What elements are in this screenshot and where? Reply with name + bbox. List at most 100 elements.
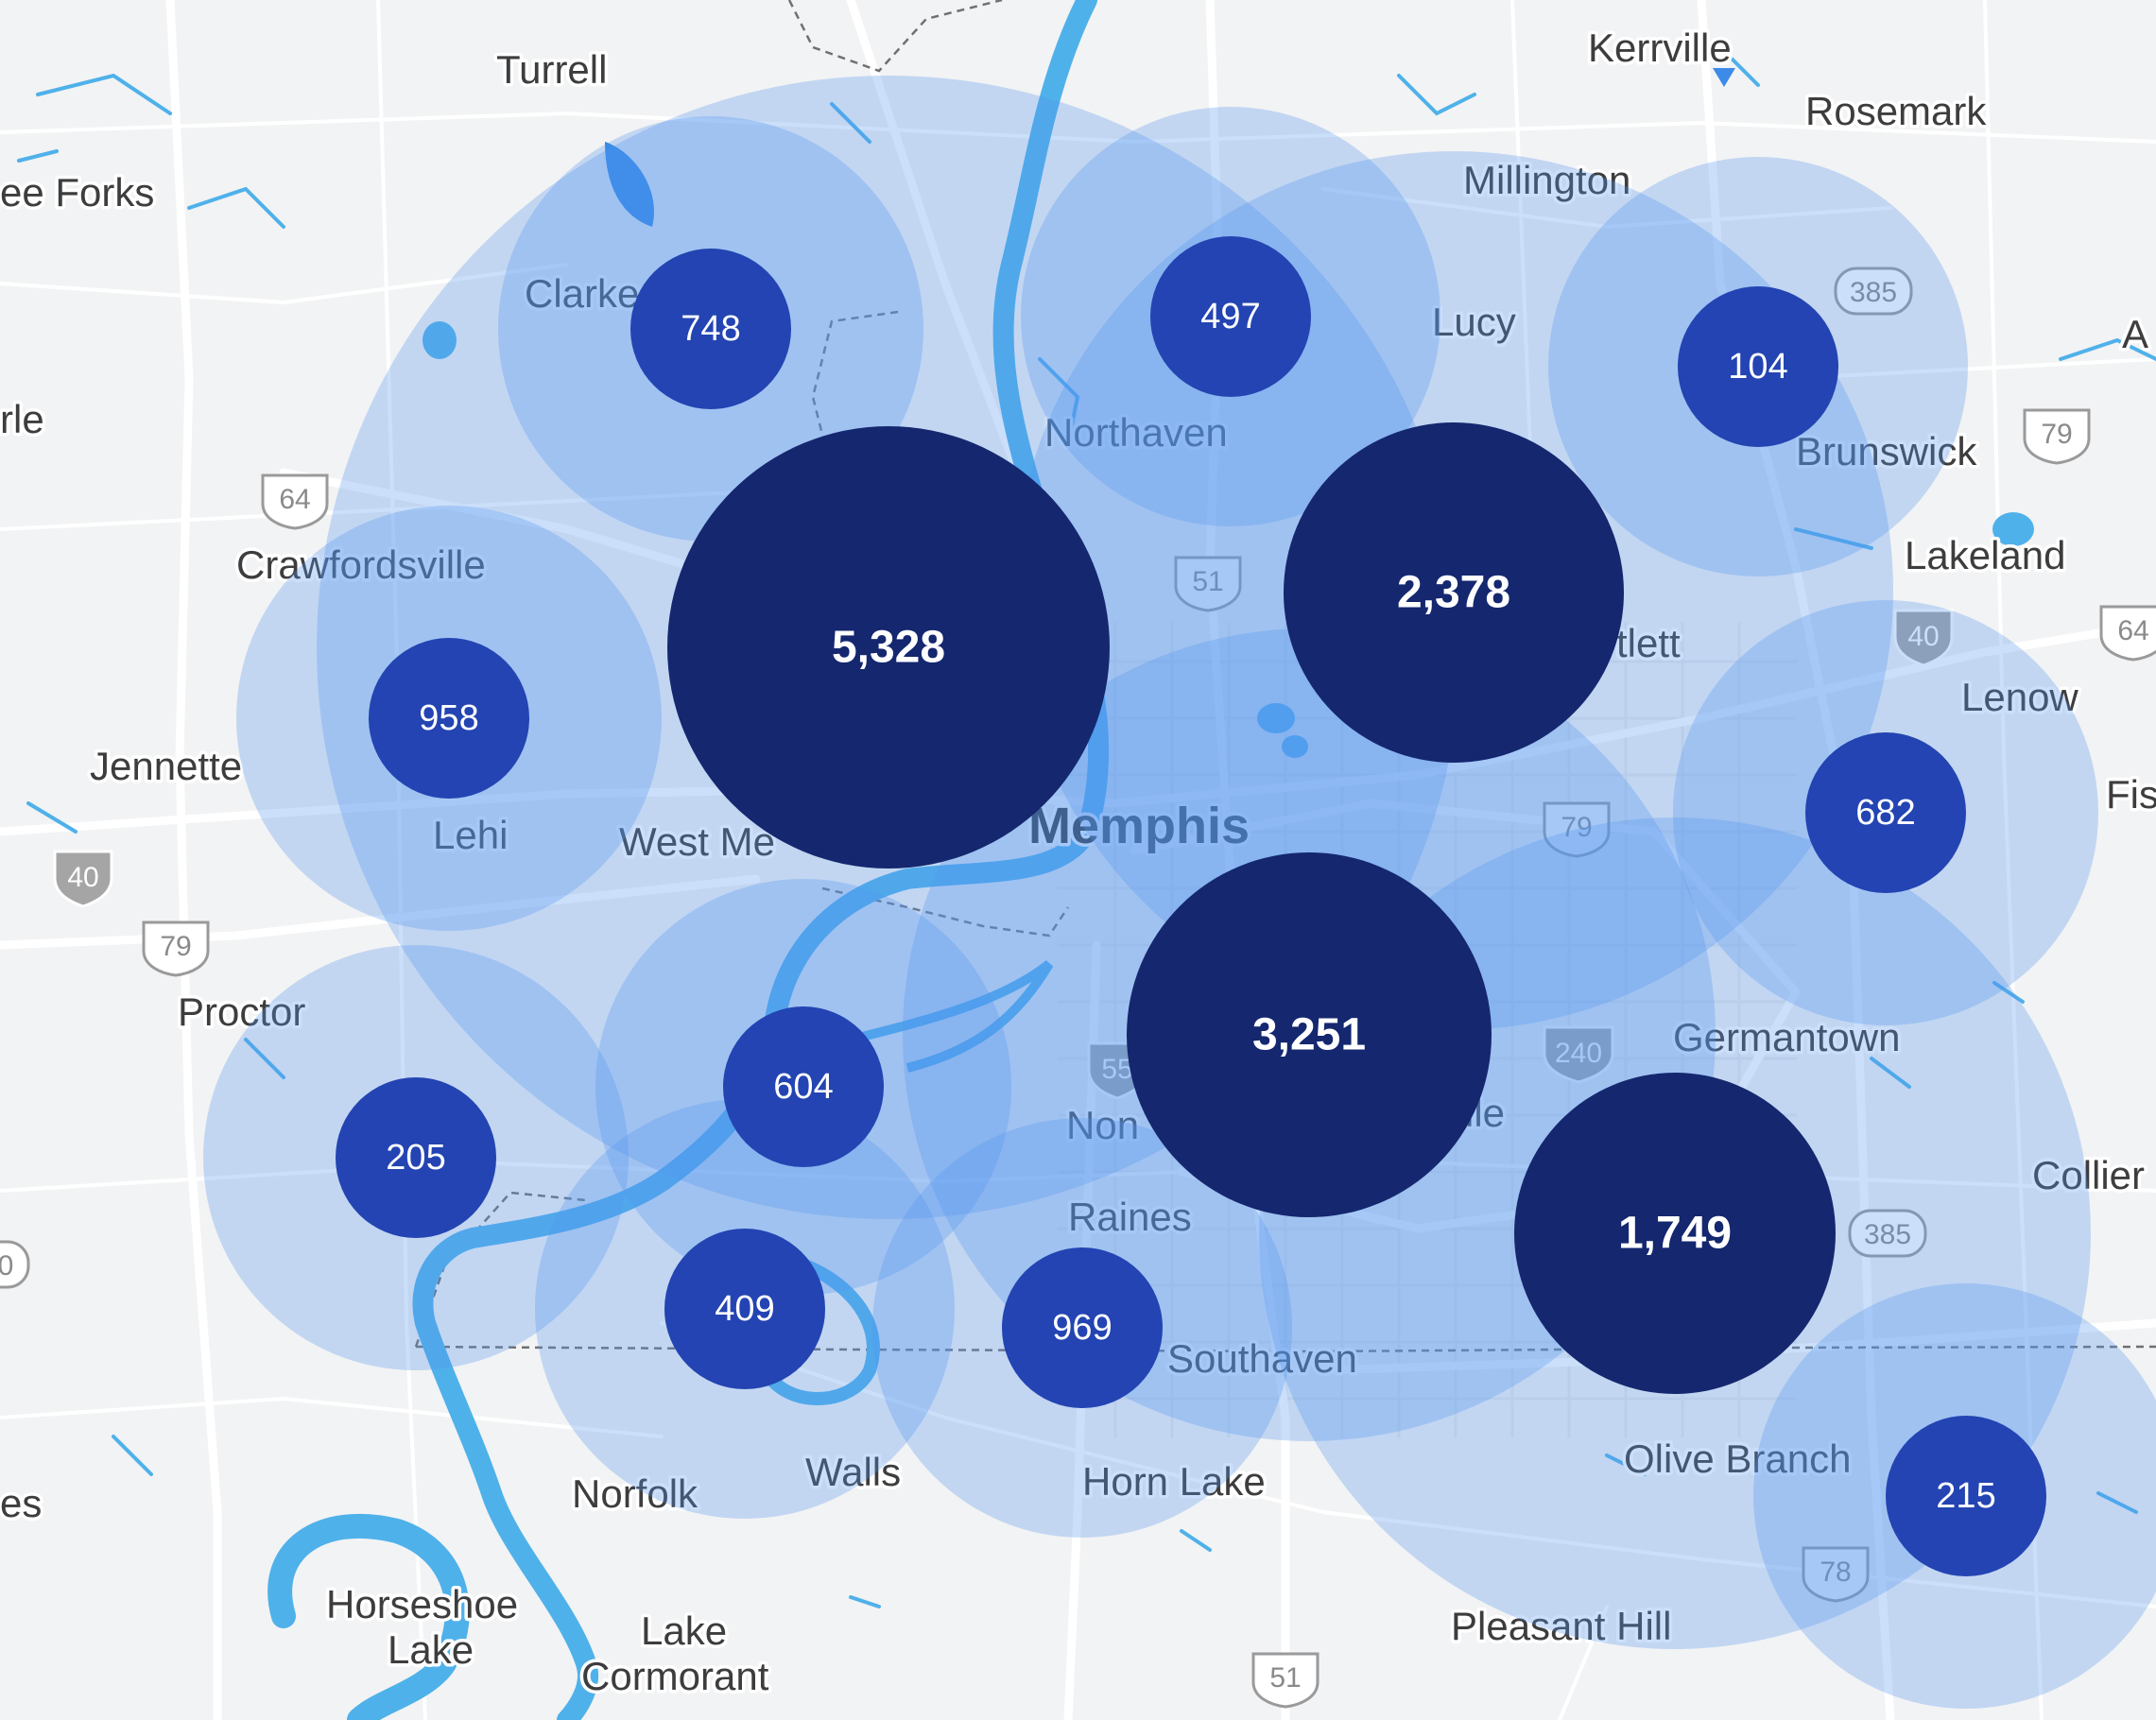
shield-label-us78: 78 bbox=[1820, 1557, 1851, 1588]
cluster-count: 969 bbox=[1052, 1308, 1112, 1348]
cluster-count: 2,378 bbox=[1397, 568, 1510, 618]
shield-label-us64-west: 64 bbox=[279, 484, 310, 515]
cluster-marker-memphis-south[interactable]: 3,251 bbox=[1127, 852, 1492, 1217]
place-label-horseshoe-lake-2: Lake bbox=[388, 1627, 474, 1672]
place-label-horn-lake: Horn Lake bbox=[1082, 1459, 1266, 1504]
shield-label-us79-east: 79 bbox=[2041, 419, 2072, 450]
cluster-marker-crawfordsville[interactable]: 958 bbox=[369, 638, 529, 799]
state-route-shield-icon: 0 bbox=[0, 1240, 30, 1289]
cluster-count: 409 bbox=[715, 1289, 774, 1329]
us-route-shield-icon: 51 bbox=[1251, 1652, 1319, 1709]
place-label-arlington: A bbox=[2122, 312, 2148, 356]
cluster-marker-germantown[interactable]: 1,749 bbox=[1514, 1073, 1836, 1394]
cluster-marker-proctor[interactable]: 205 bbox=[336, 1077, 496, 1238]
place-label-norfolk: Norfolk bbox=[572, 1471, 699, 1516]
place-label-fisherville: Fis bbox=[2106, 772, 2156, 817]
place-label-millington: Millington bbox=[1463, 158, 1630, 202]
cluster-count: 604 bbox=[773, 1067, 833, 1107]
cluster-count: 958 bbox=[419, 698, 478, 738]
cluster-dot[interactable] bbox=[1514, 1073, 1836, 1394]
place-label-earle: rle bbox=[0, 397, 44, 441]
cluster-dot[interactable] bbox=[1127, 852, 1492, 1217]
place-label-pleasant-hill: Pleasant Hill bbox=[1451, 1604, 1671, 1648]
cluster-dot[interactable] bbox=[1002, 1247, 1163, 1408]
shield-label-i40-east: 40 bbox=[1907, 621, 1939, 652]
place-label-germantown: Germantown bbox=[1673, 1015, 1900, 1059]
cluster-count: 104 bbox=[1728, 347, 1787, 387]
shield-label-sr385-south: 385 bbox=[1864, 1219, 1911, 1250]
place-label-memphis: Memphis bbox=[1028, 798, 1250, 854]
cluster-dot[interactable] bbox=[369, 638, 529, 799]
shield-label-us79-central: 79 bbox=[1561, 812, 1592, 843]
cluster-marker-brunswick[interactable]: 104 bbox=[1678, 286, 1838, 447]
place-label-bartlett: tlett bbox=[1616, 621, 1681, 665]
place-label-nonconnah: Non bbox=[1066, 1103, 1139, 1147]
airport-marker-icon bbox=[1713, 68, 1735, 87]
cluster-count: 1,749 bbox=[1618, 1209, 1732, 1259]
place-label-rosemark: Rosemark bbox=[1805, 89, 1987, 133]
place-label-collierville: Collier bbox=[2032, 1153, 2145, 1197]
interstate-shield-icon: 240 bbox=[1543, 1025, 1614, 1084]
place-label-three-forks: ee Forks bbox=[0, 170, 154, 215]
place-label-lakeland: Lakeland bbox=[1905, 533, 2065, 577]
place-label-crawfordsville: Crawfordsville bbox=[236, 542, 486, 587]
cluster-marker-norfolk[interactable]: 409 bbox=[664, 1229, 825, 1389]
place-label-lehi: Lehi bbox=[433, 813, 508, 857]
cluster-dot[interactable] bbox=[1886, 1416, 2046, 1576]
cluster-marker-river-south[interactable]: 604 bbox=[723, 1006, 884, 1167]
cluster-count: 682 bbox=[1855, 793, 1915, 833]
state-route-shield-icon: 385 bbox=[1834, 267, 1913, 316]
place-label-walls: Walls bbox=[805, 1450, 901, 1494]
place-label-proctor: Proctor bbox=[178, 989, 305, 1034]
cluster-marker-northaven[interactable]: 497 bbox=[1150, 236, 1311, 397]
place-label-west-memphis: West Me bbox=[619, 819, 775, 864]
cluster-marker-olive-branch[interactable]: 215 bbox=[1886, 1416, 2046, 1576]
us-route-shield-icon: 79 bbox=[1543, 801, 1611, 858]
cluster-dot[interactable] bbox=[1150, 236, 1311, 397]
place-label-raines: Raines bbox=[1068, 1195, 1192, 1239]
shield-label-i240: 240 bbox=[1555, 1038, 1602, 1069]
us-route-shield-icon: 79 bbox=[142, 920, 210, 977]
shield-label-i40-west: 40 bbox=[67, 862, 98, 893]
cluster-marker-west-memphis[interactable]: 5,328 bbox=[667, 426, 1110, 869]
shield-label-us79-west: 79 bbox=[160, 931, 191, 962]
us-route-shield-icon: 64 bbox=[2099, 605, 2156, 662]
cluster-dot[interactable] bbox=[667, 426, 1110, 869]
interstate-shield-icon: 40 bbox=[53, 850, 113, 908]
cluster-markers[interactable]: 748 958 5,328 497 2,378 104 682 205 bbox=[336, 236, 2046, 1576]
shield-label-us51-north: 51 bbox=[1192, 566, 1223, 597]
cluster-marker-clarkedale[interactable]: 748 bbox=[630, 249, 791, 409]
cluster-dot[interactable] bbox=[664, 1229, 825, 1389]
cluster-count: 3,251 bbox=[1252, 1010, 1366, 1060]
place-label-brunswick: Brunswick bbox=[1796, 429, 1977, 473]
us-route-shield-icon: 51 bbox=[1174, 556, 1242, 612]
cluster-marker-southaven[interactable]: 969 bbox=[1002, 1247, 1163, 1408]
place-label-northaven: Northaven bbox=[1044, 410, 1228, 455]
place-label-hughes: es bbox=[0, 1481, 42, 1525]
state-route-shield-icon: 385 bbox=[1848, 1209, 1927, 1258]
place-label-kerrville: Kerrville bbox=[1588, 26, 1732, 70]
cluster-dot[interactable] bbox=[1284, 422, 1624, 763]
cluster-dot[interactable] bbox=[1805, 732, 1966, 893]
interstate-shield-icon: 40 bbox=[1893, 609, 1954, 667]
cluster-marker-lenow[interactable]: 682 bbox=[1805, 732, 1966, 893]
shield-label-sr385-north: 385 bbox=[1850, 277, 1897, 308]
place-labels: Turrell ee Forks Clarke rle Crawfordsvil… bbox=[0, 23, 2156, 1702]
place-label-turrell: Turrell bbox=[496, 47, 607, 92]
shield-label-us51-south: 51 bbox=[1269, 1662, 1301, 1694]
shield-label-i55: 55 bbox=[1101, 1054, 1132, 1085]
horseshoe-lake bbox=[267, 1513, 470, 1720]
cluster-marker-bartlett[interactable]: 2,378 bbox=[1284, 422, 1624, 763]
cluster-dot[interactable] bbox=[336, 1077, 496, 1238]
cluster-dot[interactable] bbox=[630, 249, 791, 409]
cluster-dot[interactable] bbox=[1678, 286, 1838, 447]
us-route-shield-icon: 64 bbox=[261, 473, 329, 530]
cluster-dot[interactable] bbox=[723, 1006, 884, 1167]
place-label-horseshoe-lake: Horseshoe bbox=[326, 1582, 518, 1626]
place-label-clarkedale: Clarke bbox=[525, 271, 639, 316]
cluster-count: 497 bbox=[1200, 297, 1260, 336]
route-shields: 64 79 51 79 79 64 78 51 bbox=[0, 68, 2156, 1709]
place-label-jennette: Jennette bbox=[90, 744, 242, 788]
